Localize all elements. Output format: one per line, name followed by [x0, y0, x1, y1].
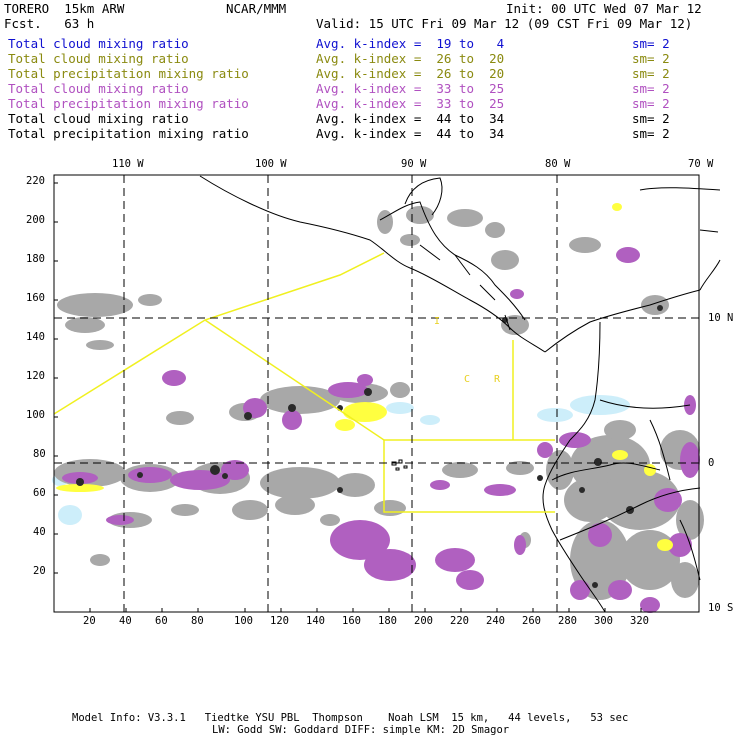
- legend-row-5-field: Total precipitation mixing ratio: [8, 96, 249, 111]
- footer-physics-info: LW: Godd SW: Goddard DIFF: simple KM: 2D…: [212, 724, 510, 736]
- legend-row-6-kindex: Avg. k-index = 44 to 34: [316, 111, 505, 126]
- right-label-10s: 10 S: [708, 602, 734, 614]
- organization: NCAR/MMM: [226, 1, 287, 16]
- legend-row-5-kindex: Avg. k-index = 33 to 25: [316, 96, 505, 111]
- legend-row-7-sm: sm= 2: [632, 126, 670, 141]
- x-tick-140: 140: [306, 615, 325, 627]
- y-tick-140: 140: [26, 331, 45, 343]
- map-frame: [53, 174, 700, 613]
- legend-row-3-kindex: Avg. k-index = 26 to 20: [316, 66, 505, 81]
- x-tick-240: 240: [486, 615, 505, 627]
- legend-row-1-kindex: Avg. k-index = 19 to 4: [316, 36, 505, 51]
- yellow-precip-fields: [56, 203, 673, 551]
- x-tick-280: 280: [558, 615, 577, 627]
- x-tick-160: 160: [342, 615, 361, 627]
- footer-model-info: Model Info: V3.3.1 Tiedtke YSU PBL Thomp…: [72, 712, 629, 724]
- y-tick-220: 220: [26, 175, 45, 187]
- top-label-100w: 100 W: [255, 158, 287, 170]
- right-label-10n: 10 N: [708, 312, 734, 324]
- legend-row-6-sm: sm= 2: [632, 111, 670, 126]
- legend-row-2-field: Total cloud mixing ratio: [8, 51, 189, 66]
- x-tick-300: 300: [594, 615, 613, 627]
- x-tick-320: 320: [630, 615, 649, 627]
- x-tick-20: 20: [83, 615, 96, 627]
- legend-row-3-sm: sm= 2: [632, 66, 670, 81]
- y-tick-200: 200: [26, 214, 45, 226]
- legend-row-4-sm: sm= 2: [632, 81, 670, 96]
- top-label-80w: 80 W: [545, 158, 571, 170]
- valid-time: Valid: 15 UTC Fri 09 Mar 12 (09 CST Fri …: [316, 16, 693, 31]
- y-tick-40: 40: [33, 526, 46, 538]
- light-cloud-fields: [52, 395, 630, 525]
- forecast-hour: Fcst. 63 h: [4, 16, 95, 31]
- legend-row-6-field: Total cloud mixing ratio: [8, 111, 189, 126]
- coastlines: [199, 175, 721, 613]
- y-tick-20: 20: [33, 565, 46, 577]
- map-label-i: I: [434, 316, 440, 327]
- axis-ticks: [54, 182, 642, 612]
- y-tick-60: 60: [33, 487, 46, 499]
- legend-row-5-sm: sm= 2: [632, 96, 670, 111]
- legend-row-1-field: Total cloud mixing ratio: [8, 36, 189, 51]
- y-tick-120: 120: [26, 370, 45, 382]
- top-label-90w: 90 W: [401, 158, 427, 170]
- y-tick-100: 100: [26, 409, 45, 421]
- x-tick-220: 220: [450, 615, 469, 627]
- legend-row-1-sm: sm= 2: [632, 36, 670, 51]
- map-label-c: C: [464, 374, 470, 385]
- top-label-70w: 70 W: [688, 158, 714, 170]
- legend-row-2-kindex: Avg. k-index = 26 to 20: [316, 51, 505, 66]
- init-time: Init: 00 UTC Wed 07 Mar 12: [506, 1, 702, 16]
- legend-row-3-field: Total precipitation mixing ratio: [8, 66, 249, 81]
- y-tick-80: 80: [33, 448, 46, 460]
- x-tick-60: 60: [155, 615, 168, 627]
- right-label-eq: 0: [708, 457, 715, 469]
- map-label-r: R: [494, 374, 501, 385]
- legend-row-4-kindex: Avg. k-index = 33 to 25: [316, 81, 505, 96]
- x-tick-80: 80: [191, 615, 204, 627]
- model-name: TORERO 15km ARW: [4, 1, 125, 16]
- y-tick-160: 160: [26, 292, 45, 304]
- top-label-110w: 110 W: [112, 158, 144, 170]
- boundary-lines: [53, 252, 555, 513]
- dark-cores: [76, 305, 663, 588]
- legend-row-4-field: Total cloud mixing ratio: [8, 81, 189, 96]
- lat-lon-grid: [54, 175, 700, 612]
- violet-precip-fields: [62, 247, 700, 613]
- x-tick-40: 40: [119, 615, 132, 627]
- x-tick-260: 260: [522, 615, 541, 627]
- x-tick-200: 200: [414, 615, 433, 627]
- y-tick-180: 180: [26, 253, 45, 265]
- x-tick-120: 120: [270, 615, 289, 627]
- x-tick-180: 180: [378, 615, 397, 627]
- legend-row-7-field: Total precipitation mixing ratio: [8, 126, 249, 141]
- legend-row-7-kindex: Avg. k-index = 44 to 34: [316, 126, 505, 141]
- legend-row-2-sm: sm= 2: [632, 51, 670, 66]
- x-tick-100: 100: [234, 615, 253, 627]
